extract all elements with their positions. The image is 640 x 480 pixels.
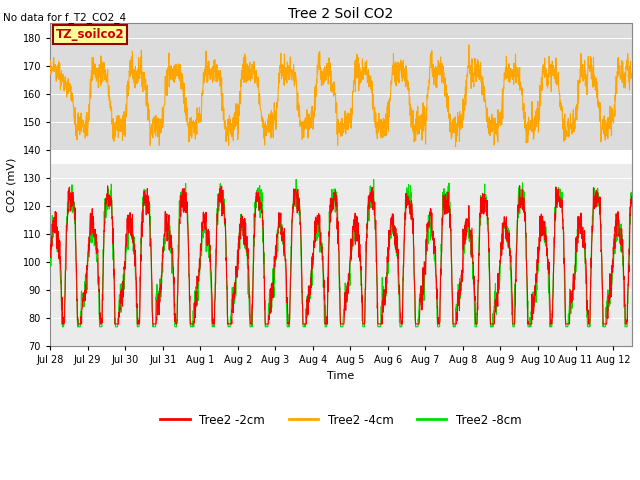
Bar xyxy=(50,24,632,150)
Text: TZ_soilco2: TZ_soilco2 xyxy=(56,28,124,41)
Bar xyxy=(50,164,632,347)
Y-axis label: CO2 (mV): CO2 (mV) xyxy=(7,158,17,212)
Title: Tree 2 Soil CO2: Tree 2 Soil CO2 xyxy=(288,7,394,21)
X-axis label: Time: Time xyxy=(327,371,355,381)
Legend: Tree2 -2cm, Tree2 -4cm, Tree2 -8cm: Tree2 -2cm, Tree2 -4cm, Tree2 -8cm xyxy=(156,409,526,432)
Text: No data for f_T2_CO2_4: No data for f_T2_CO2_4 xyxy=(3,12,126,23)
